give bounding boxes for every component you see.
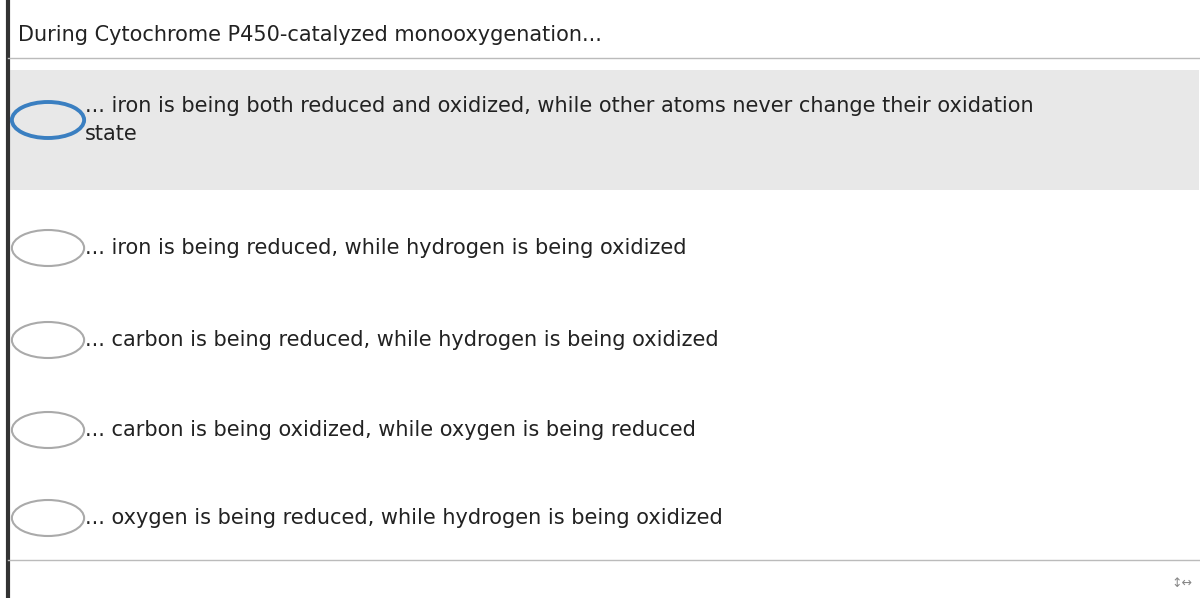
- Text: ... carbon is being oxidized, while oxygen is being reduced: ... carbon is being oxidized, while oxyg…: [85, 420, 696, 440]
- Text: ... oxygen is being reduced, while hydrogen is being oxidized: ... oxygen is being reduced, while hydro…: [85, 508, 722, 528]
- Text: ... iron is being reduced, while hydrogen is being oxidized: ... iron is being reduced, while hydroge…: [85, 238, 686, 258]
- Text: ... carbon is being reduced, while hydrogen is being oxidized: ... carbon is being reduced, while hydro…: [85, 330, 719, 350]
- Text: ... iron is being both reduced and oxidized, while other atoms never change thei: ... iron is being both reduced and oxidi…: [85, 96, 1033, 144]
- Text: ↕↔: ↕↔: [1171, 577, 1192, 590]
- Text: During Cytochrome P450-catalyzed monooxygenation...: During Cytochrome P450-catalyzed monooxy…: [18, 25, 602, 45]
- FancyBboxPatch shape: [10, 70, 1199, 190]
